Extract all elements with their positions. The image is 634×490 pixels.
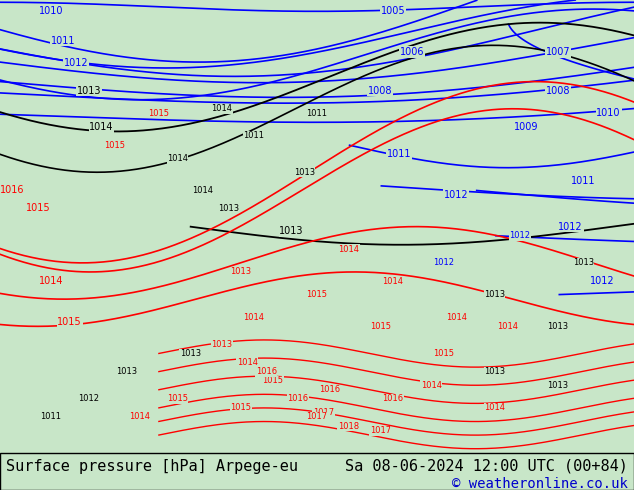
Text: 1011: 1011 bbox=[306, 109, 328, 118]
Text: 1013: 1013 bbox=[484, 290, 505, 299]
Text: 1016: 1016 bbox=[287, 394, 309, 403]
Text: 1012: 1012 bbox=[509, 231, 531, 240]
Text: 1014: 1014 bbox=[484, 403, 505, 413]
Text: 1008: 1008 bbox=[546, 86, 570, 96]
Text: 1012: 1012 bbox=[78, 394, 100, 403]
Text: Sa 08-06-2024 12:00 UTC (00+84): Sa 08-06-2024 12:00 UTC (00+84) bbox=[345, 459, 628, 474]
Text: 1018: 1018 bbox=[338, 421, 359, 431]
Text: 1010: 1010 bbox=[39, 6, 63, 16]
Text: 1008: 1008 bbox=[368, 86, 392, 96]
Text: 1015: 1015 bbox=[306, 290, 328, 299]
Text: 1014: 1014 bbox=[243, 313, 264, 322]
Text: 1013: 1013 bbox=[230, 268, 252, 276]
Text: 1014: 1014 bbox=[167, 154, 188, 163]
Text: Surface pressure [hPa] Arpege-eu: Surface pressure [hPa] Arpege-eu bbox=[6, 459, 299, 474]
Text: 1012: 1012 bbox=[590, 276, 614, 286]
Text: 1015: 1015 bbox=[262, 376, 283, 385]
Text: 1011: 1011 bbox=[40, 413, 61, 421]
Text: 1015: 1015 bbox=[26, 203, 50, 214]
Text: 1015: 1015 bbox=[370, 322, 391, 331]
Text: 1013: 1013 bbox=[573, 258, 594, 268]
Text: 1017: 1017 bbox=[306, 413, 328, 421]
Text: 1012: 1012 bbox=[64, 58, 88, 69]
Text: 1012: 1012 bbox=[444, 190, 469, 200]
Text: 1014: 1014 bbox=[192, 186, 214, 195]
Text: 1016: 1016 bbox=[319, 385, 340, 394]
Text: 1014: 1014 bbox=[236, 358, 258, 367]
Text: 1016: 1016 bbox=[1, 185, 25, 196]
Text: 1014: 1014 bbox=[420, 381, 442, 390]
Text: 1015: 1015 bbox=[167, 394, 188, 403]
Text: 1010: 1010 bbox=[597, 108, 621, 118]
Text: 1013: 1013 bbox=[547, 381, 569, 390]
Text: 1016: 1016 bbox=[256, 367, 277, 376]
Text: 1009: 1009 bbox=[514, 122, 538, 132]
Text: 1014: 1014 bbox=[338, 245, 359, 254]
Text: 1015: 1015 bbox=[58, 317, 82, 327]
Text: 1013: 1013 bbox=[116, 367, 138, 376]
Text: 1014: 1014 bbox=[496, 322, 518, 331]
Text: 1015: 1015 bbox=[433, 349, 455, 358]
Text: 1011: 1011 bbox=[387, 149, 411, 159]
Text: 1015: 1015 bbox=[148, 109, 169, 118]
Text: 1016: 1016 bbox=[382, 394, 404, 403]
Text: 1012: 1012 bbox=[433, 258, 455, 268]
Text: 1014: 1014 bbox=[129, 413, 150, 421]
Text: 1014: 1014 bbox=[211, 104, 233, 113]
Text: 1013: 1013 bbox=[77, 86, 101, 96]
Text: 1013: 1013 bbox=[211, 340, 233, 349]
Text: 1015: 1015 bbox=[103, 141, 125, 149]
Text: 1013: 1013 bbox=[484, 367, 505, 376]
Text: 1013: 1013 bbox=[280, 226, 304, 236]
Text: 1017: 1017 bbox=[370, 426, 391, 435]
Text: 1011: 1011 bbox=[51, 36, 75, 46]
Text: 1013: 1013 bbox=[547, 322, 569, 331]
Text: 1013: 1013 bbox=[217, 204, 239, 213]
Text: 1013: 1013 bbox=[294, 168, 315, 177]
Text: 1013: 1013 bbox=[179, 349, 201, 358]
Text: 1007: 1007 bbox=[546, 47, 570, 57]
Text: 1011: 1011 bbox=[571, 176, 595, 186]
Text: 1014: 1014 bbox=[89, 122, 113, 132]
Text: 1014: 1014 bbox=[446, 313, 467, 322]
Text: 1014: 1014 bbox=[382, 276, 404, 286]
Text: 1015: 1015 bbox=[230, 403, 252, 413]
Text: 1014: 1014 bbox=[39, 276, 63, 286]
Text: 1006: 1006 bbox=[400, 47, 424, 57]
Text: 1012: 1012 bbox=[559, 221, 583, 232]
Text: © weatheronline.co.uk: © weatheronline.co.uk bbox=[452, 477, 628, 490]
Text: 1017: 1017 bbox=[313, 408, 334, 417]
Text: 1011: 1011 bbox=[243, 131, 264, 141]
Text: 1005: 1005 bbox=[381, 6, 405, 16]
